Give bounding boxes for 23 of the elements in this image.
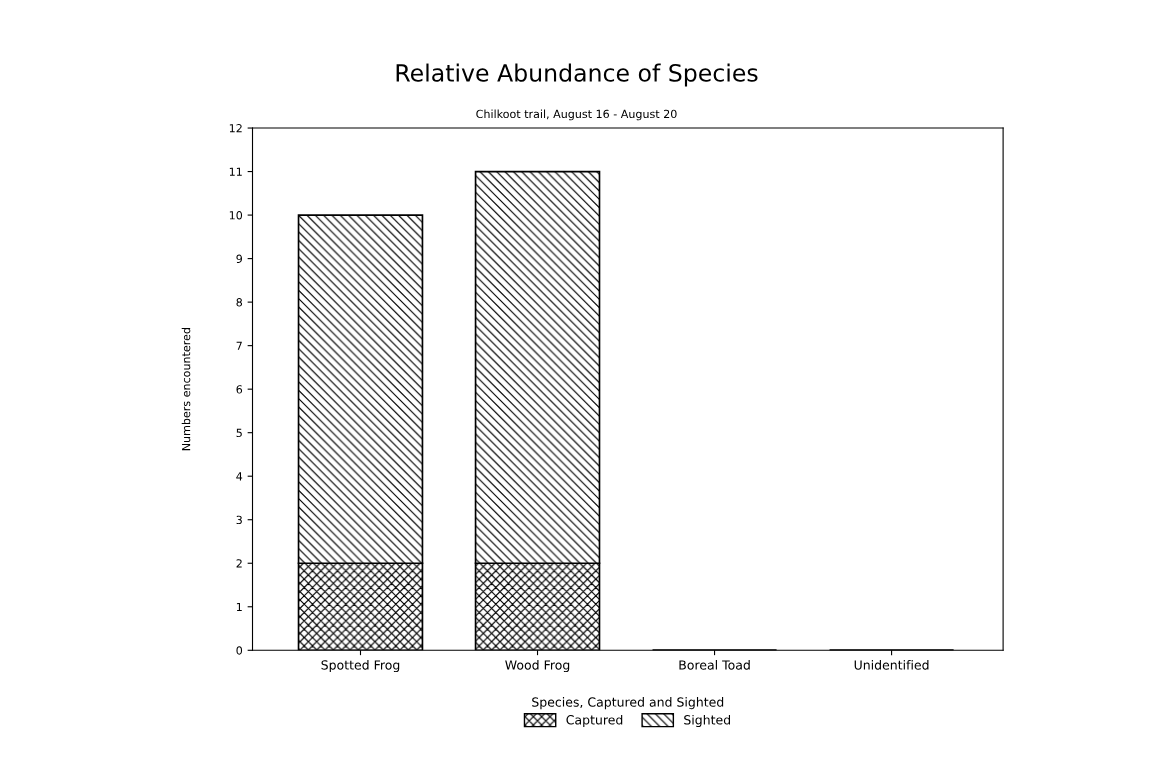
y-tick-label: 7 (236, 341, 242, 350)
y-tick-label: 4 (236, 472, 243, 481)
y-tick-label: 3 (236, 515, 242, 525)
x-tick-label: Spotted Frog (321, 660, 400, 673)
y-tick-label: 5 (236, 428, 242, 438)
x-tick-label: Boreal Toad (679, 660, 750, 670)
chart-subtitle: Chilkoot trail, August 16 - August 20 (476, 109, 677, 121)
y-tick-label: 1 (236, 602, 242, 611)
y-tick-label: 12 (229, 124, 242, 133)
y-tick-label: 0 (236, 646, 243, 655)
y-tick-label: 6 (236, 385, 243, 394)
y-tick-label: 11 (229, 167, 242, 176)
chart-title: Relative Abundance of Species (396, 63, 758, 87)
legend-label: Sighted (684, 714, 731, 727)
x-tick-label: Wood Frog (505, 660, 570, 673)
y-axis-title: Numbers encountered (181, 328, 191, 451)
y-tick-label: 10 (229, 211, 243, 220)
x-axis-title: Species, Captured and Sighted (532, 697, 724, 710)
legend-label: Captured (566, 714, 623, 727)
y-tick-label: 8 (236, 298, 243, 307)
y-tick-label: 2 (236, 559, 242, 568)
x-tick-label: Unidentified (854, 660, 929, 670)
y-tick-label: 9 (236, 254, 242, 263)
